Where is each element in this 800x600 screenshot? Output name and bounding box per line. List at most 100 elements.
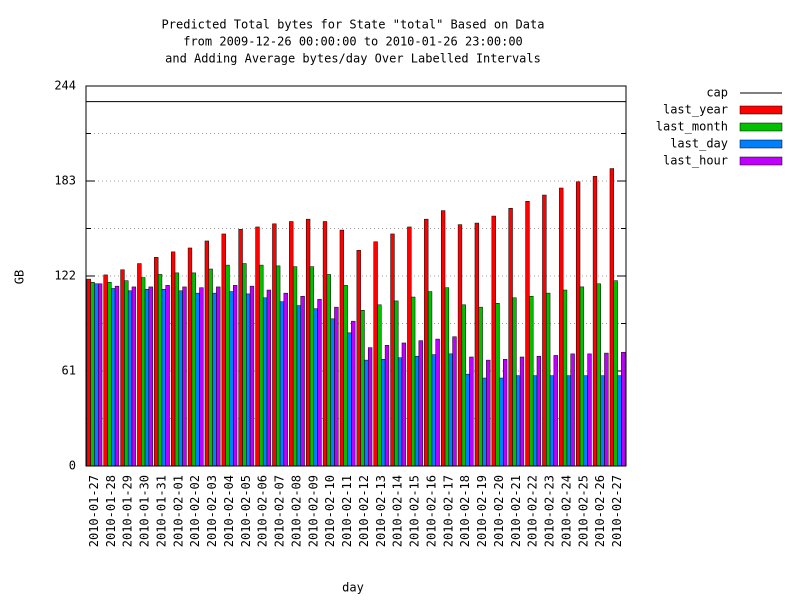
legend-swatch [739,105,783,115]
bar [157,274,163,467]
bar [600,375,605,467]
legend-swatch [739,139,783,149]
bar [596,283,601,467]
bar [360,310,365,467]
x-tick-label: 2010-02-23 [543,475,557,547]
x-tick-label: 2010-02-16 [424,475,438,547]
x-tick-label: 2010-02-06 [256,475,270,547]
x-tick-label: 2010-02-18 [458,475,472,547]
bar [542,194,547,467]
bar [532,375,538,467]
bar [549,375,555,467]
bar [397,357,403,467]
y-axis-label: GB [13,270,27,284]
bar [272,223,277,467]
legend-label: last_day [670,137,728,151]
x-tick-label: 2010-01-27 [87,475,101,547]
bar [583,375,588,467]
bar [276,265,281,467]
x-tick-label: 2010-01-31 [154,475,168,547]
bar [444,287,450,467]
bar [262,297,268,467]
x-tick-label: 2010-02-04 [222,475,236,547]
bar [347,332,352,467]
bar [566,375,571,467]
bar [161,288,166,467]
bar [427,291,433,467]
bar [199,287,204,467]
bar [559,187,564,467]
bar [502,359,508,467]
x-tick-label: 2010-02-11 [340,475,354,547]
bar [154,257,159,467]
y-tick-label: 244 [54,79,76,93]
x-tick-label: 2010-02-27 [610,475,624,547]
bar [124,280,129,467]
bar [317,299,322,467]
bar [330,318,335,467]
legend-label: last_year [663,103,728,117]
bar [452,336,457,467]
bar [127,290,133,467]
bar [474,222,480,467]
bar [411,296,416,467]
bar [457,224,463,467]
bar [356,250,361,467]
y-tick-label: 0 [69,459,76,473]
bar [212,292,217,467]
x-tick-label: 2010-01-30 [138,475,152,547]
x-tick-label: 2010-01-28 [104,475,118,547]
bar [516,375,521,467]
bar [148,286,153,467]
x-tick-label: 2010-02-21 [509,475,523,547]
bar [373,241,378,467]
chart-title: from 2009-12-26 00:00:00 to 2010-01-26 2… [183,35,523,49]
bar [448,353,453,467]
bar [103,274,108,467]
bar [465,373,470,467]
bar [111,288,116,467]
bar [195,292,200,467]
bar [519,356,525,467]
bar [440,210,446,467]
x-tick-label: 2010-02-12 [357,475,371,547]
x-tick-label: 2010-02-22 [526,475,540,547]
y-tick-label: 183 [54,174,76,188]
chart-title: Predicted Total bytes for State "total" … [162,18,545,32]
bar [343,285,348,467]
bar [381,359,386,467]
bar [309,266,315,467]
bar [305,218,311,467]
x-tick-label: 2010-02-14 [391,475,405,547]
bar [90,281,95,467]
bar [377,304,382,467]
legend-label: last_hour [663,154,728,168]
bar [495,303,500,467]
bar [431,354,436,467]
bar [364,359,369,467]
bar [279,301,285,467]
bar [486,359,491,467]
bar [208,268,213,467]
bar [94,283,99,467]
bar [367,347,373,467]
bar [178,290,183,467]
bar [418,340,423,467]
bar [182,286,187,467]
bar [553,355,558,467]
legend-label: last_month [656,120,728,134]
bar [300,295,305,467]
x-tick-label: 2010-02-01 [171,475,185,547]
bar [232,285,238,467]
bar [562,289,568,467]
bar [249,285,255,467]
bar [242,263,247,467]
bar [491,215,496,467]
bar [322,221,328,467]
x-tick-label: 2010-02-02 [188,475,202,547]
x-tick-label: 2010-02-20 [492,475,506,547]
bar [165,285,170,467]
chart-title: and Adding Average bytes/day Over Labell… [165,52,541,66]
legend-swatch [739,122,783,132]
plot-border [85,85,627,467]
